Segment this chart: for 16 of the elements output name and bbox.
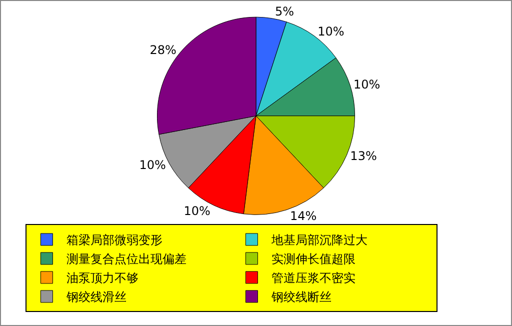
legend-label: 钢绞线断丝: [270, 290, 332, 304]
legend-label: 油泵顶力不够: [66, 271, 139, 286]
data-label: 14%: [290, 209, 317, 224]
data-label: 10%: [139, 158, 166, 172]
legend-label: 箱梁局部微弱变形: [66, 233, 163, 248]
legend-label: 地基局部沉降过大: [270, 233, 368, 248]
legend-label: 管道压浆不密实: [272, 271, 356, 286]
data-label: 10%: [184, 204, 210, 218]
data-label: 28%: [150, 43, 176, 58]
legend-label: 实测伸长值超限: [272, 252, 356, 266]
legend-label: 测量复合点位出现偏差: [66, 252, 187, 266]
data-label: 10%: [353, 78, 380, 92]
data-label: 10%: [318, 24, 344, 38]
data-label: 13%: [350, 149, 377, 164]
data-label: 5%: [274, 4, 294, 18]
legend-label: 钢绞线滑丝: [66, 290, 127, 304]
